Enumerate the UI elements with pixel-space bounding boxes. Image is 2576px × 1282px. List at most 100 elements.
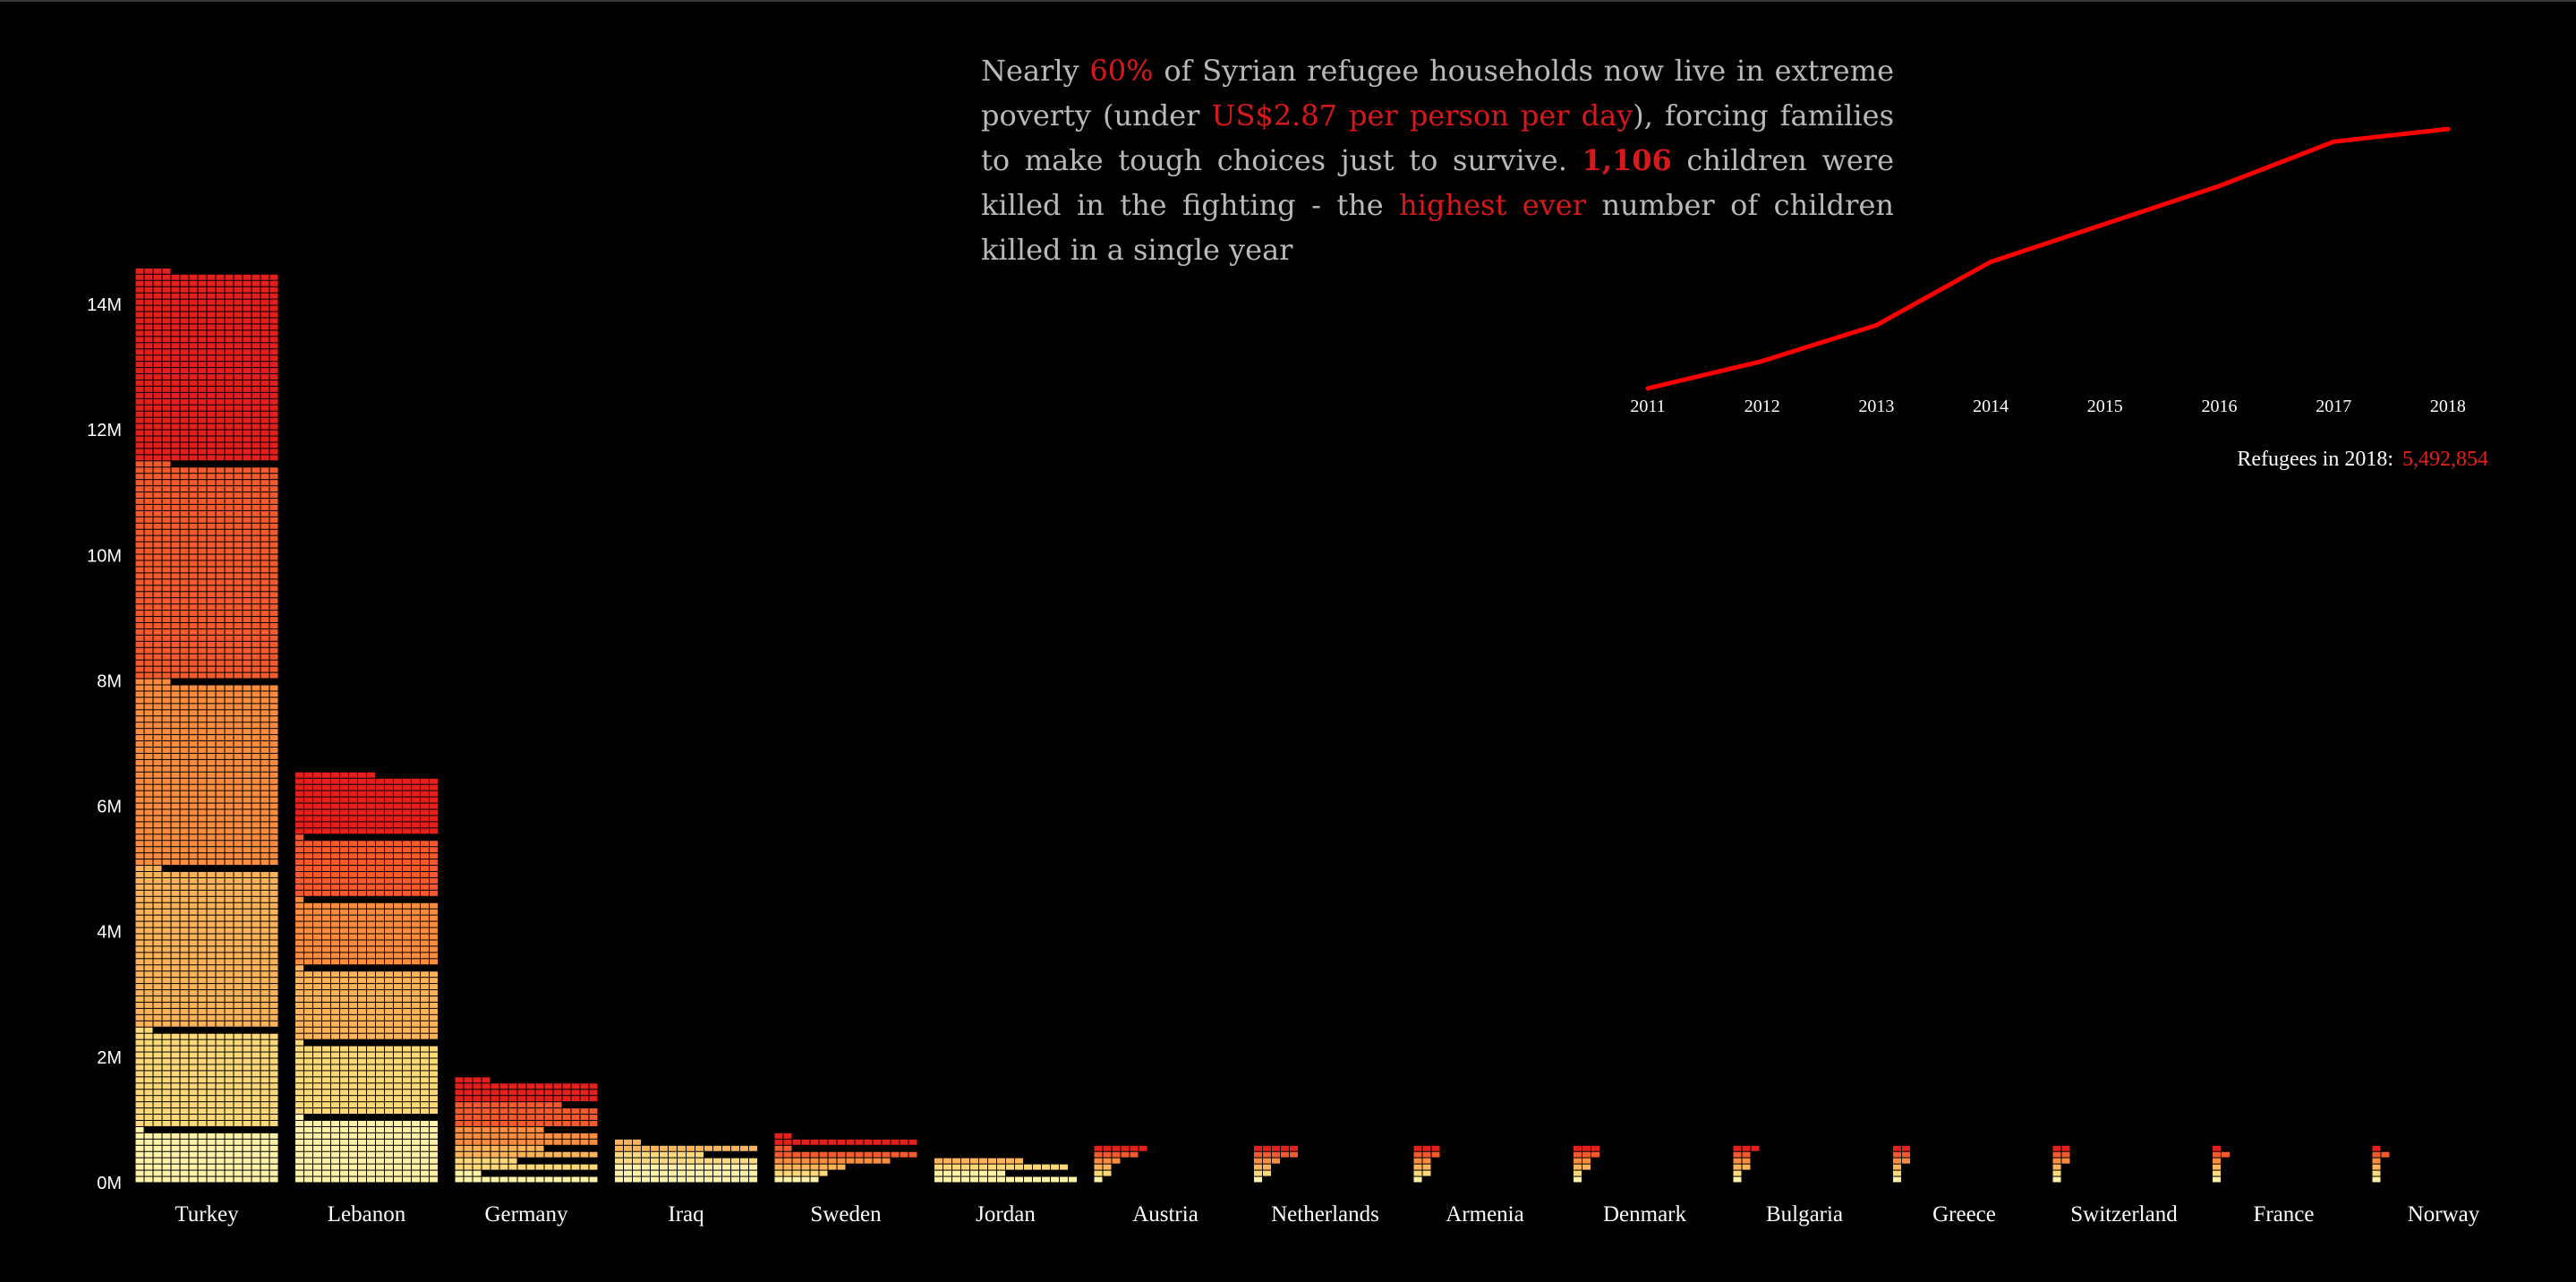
bar-cell xyxy=(180,423,189,430)
bar-cell xyxy=(153,417,162,423)
bar-cell xyxy=(162,455,171,461)
bar-cell xyxy=(331,909,339,915)
bar-cell xyxy=(260,1033,269,1039)
bar-cell xyxy=(171,971,180,978)
bar-cell xyxy=(430,853,438,859)
bar-cell xyxy=(225,474,234,480)
bar-cell xyxy=(135,305,144,312)
bar-cell xyxy=(207,822,216,828)
bar-cell xyxy=(135,1145,144,1151)
bar-cell xyxy=(225,996,234,1002)
bar-cell xyxy=(269,784,278,791)
bar-cell xyxy=(385,1046,393,1052)
bar-cell xyxy=(198,486,207,492)
bar-cell xyxy=(243,934,252,940)
bar-cell xyxy=(580,1176,589,1183)
bar-cell xyxy=(171,816,180,822)
bar-cell xyxy=(260,759,269,765)
bar-cell xyxy=(198,666,207,672)
bar-cell xyxy=(171,617,180,622)
bar-cell xyxy=(376,902,384,909)
bar-cell xyxy=(403,859,411,866)
bar-cell xyxy=(162,417,171,423)
bar-cell xyxy=(243,436,252,442)
bar-cell xyxy=(252,1083,260,1090)
bar-cell xyxy=(421,866,429,871)
bar-cell xyxy=(144,362,153,368)
bar-cell xyxy=(367,1170,375,1176)
bar-cell xyxy=(394,1176,402,1183)
bar-cell xyxy=(403,1176,411,1183)
bar-cell xyxy=(162,567,171,573)
bar-cell xyxy=(260,753,269,759)
bar-cell xyxy=(162,510,171,517)
bar-cell xyxy=(349,927,357,934)
bar-cell xyxy=(412,927,420,934)
bar-cell xyxy=(207,759,216,765)
bar-cell xyxy=(482,1108,490,1115)
bar-cell xyxy=(295,1090,303,1096)
bar-cell xyxy=(171,765,180,772)
bar-cell xyxy=(421,915,429,921)
bar-cell xyxy=(180,1014,189,1021)
bar-cell xyxy=(225,704,234,710)
bar-cell xyxy=(171,841,180,847)
bar-cell xyxy=(144,623,153,628)
bar-cell xyxy=(544,1108,553,1115)
bar-cell xyxy=(162,324,171,330)
bar-cell xyxy=(349,1139,357,1145)
bar-cell xyxy=(304,934,312,940)
bar-cell xyxy=(358,822,366,828)
bar-cell xyxy=(304,841,312,847)
bar-cell xyxy=(412,1033,420,1039)
bar-cell xyxy=(144,1002,153,1008)
bar-cell xyxy=(1254,1176,1262,1183)
bar-cell xyxy=(171,853,180,859)
bar-cell xyxy=(1094,1145,1103,1151)
bar-cell xyxy=(162,735,171,741)
bar-cell xyxy=(144,510,153,517)
bar-cell xyxy=(171,877,180,884)
bar-cell xyxy=(376,872,384,877)
bar-cell xyxy=(394,866,402,871)
bar-cell xyxy=(385,1033,393,1039)
bar-cell xyxy=(171,330,180,337)
bar-cell xyxy=(589,1121,598,1126)
bar-cell xyxy=(269,542,278,548)
bar-cell xyxy=(260,293,269,299)
bar-cell xyxy=(269,1014,278,1021)
bar-cell xyxy=(376,990,384,996)
bar-cell xyxy=(243,554,252,560)
bar-cell xyxy=(207,510,216,517)
bar-cell xyxy=(225,710,234,716)
bar-cell xyxy=(615,1176,623,1183)
bar-cell xyxy=(526,1115,535,1120)
bar-cell xyxy=(198,554,207,560)
bar-cell xyxy=(430,890,438,896)
bar-cell xyxy=(269,349,278,355)
bar-cell xyxy=(252,542,260,548)
bar-cell xyxy=(260,579,269,585)
bar-cell xyxy=(322,859,330,866)
bar-cell xyxy=(367,859,375,866)
bar-cell xyxy=(2372,1151,2381,1158)
bar-cell xyxy=(1263,1151,1271,1158)
bar-cell xyxy=(430,1121,438,1126)
bar-cell xyxy=(243,990,252,996)
bar-cell xyxy=(1733,1176,1742,1183)
bar-cell xyxy=(713,1158,721,1164)
bar-cell xyxy=(180,523,189,529)
bar-cell xyxy=(260,847,269,853)
bar-cell xyxy=(394,884,402,890)
bar-cell xyxy=(269,722,278,729)
bar-cell xyxy=(260,822,269,828)
bar-cell xyxy=(171,398,180,405)
bar-cell xyxy=(225,405,234,411)
bar-cell xyxy=(269,716,278,722)
bar-cell xyxy=(260,436,269,442)
bar-cell xyxy=(412,946,420,953)
bar-cell xyxy=(189,847,198,853)
bar-cell xyxy=(171,1021,180,1027)
bar-cell xyxy=(269,965,278,971)
bar-cell xyxy=(198,647,207,654)
